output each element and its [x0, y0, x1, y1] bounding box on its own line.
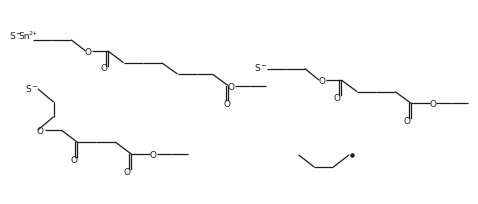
Text: O: O	[429, 100, 436, 109]
Text: S: S	[25, 84, 31, 93]
Text: O: O	[85, 48, 91, 57]
Text: 2+: 2+	[28, 31, 38, 36]
Text: O: O	[70, 155, 77, 164]
Text: O: O	[334, 94, 341, 103]
Text: O: O	[318, 77, 326, 86]
Text: O: O	[149, 150, 156, 159]
Text: −: −	[15, 31, 21, 37]
Text: S: S	[254, 64, 260, 73]
Text: −: −	[260, 63, 266, 69]
Text: O: O	[36, 127, 43, 136]
Text: −: −	[31, 83, 37, 89]
Text: O: O	[223, 99, 230, 108]
Text: S: S	[9, 32, 15, 41]
Text: O: O	[124, 167, 131, 176]
Text: Sn: Sn	[19, 32, 30, 41]
Text: O: O	[403, 117, 410, 126]
Text: O: O	[101, 64, 108, 73]
Text: O: O	[228, 82, 235, 91]
